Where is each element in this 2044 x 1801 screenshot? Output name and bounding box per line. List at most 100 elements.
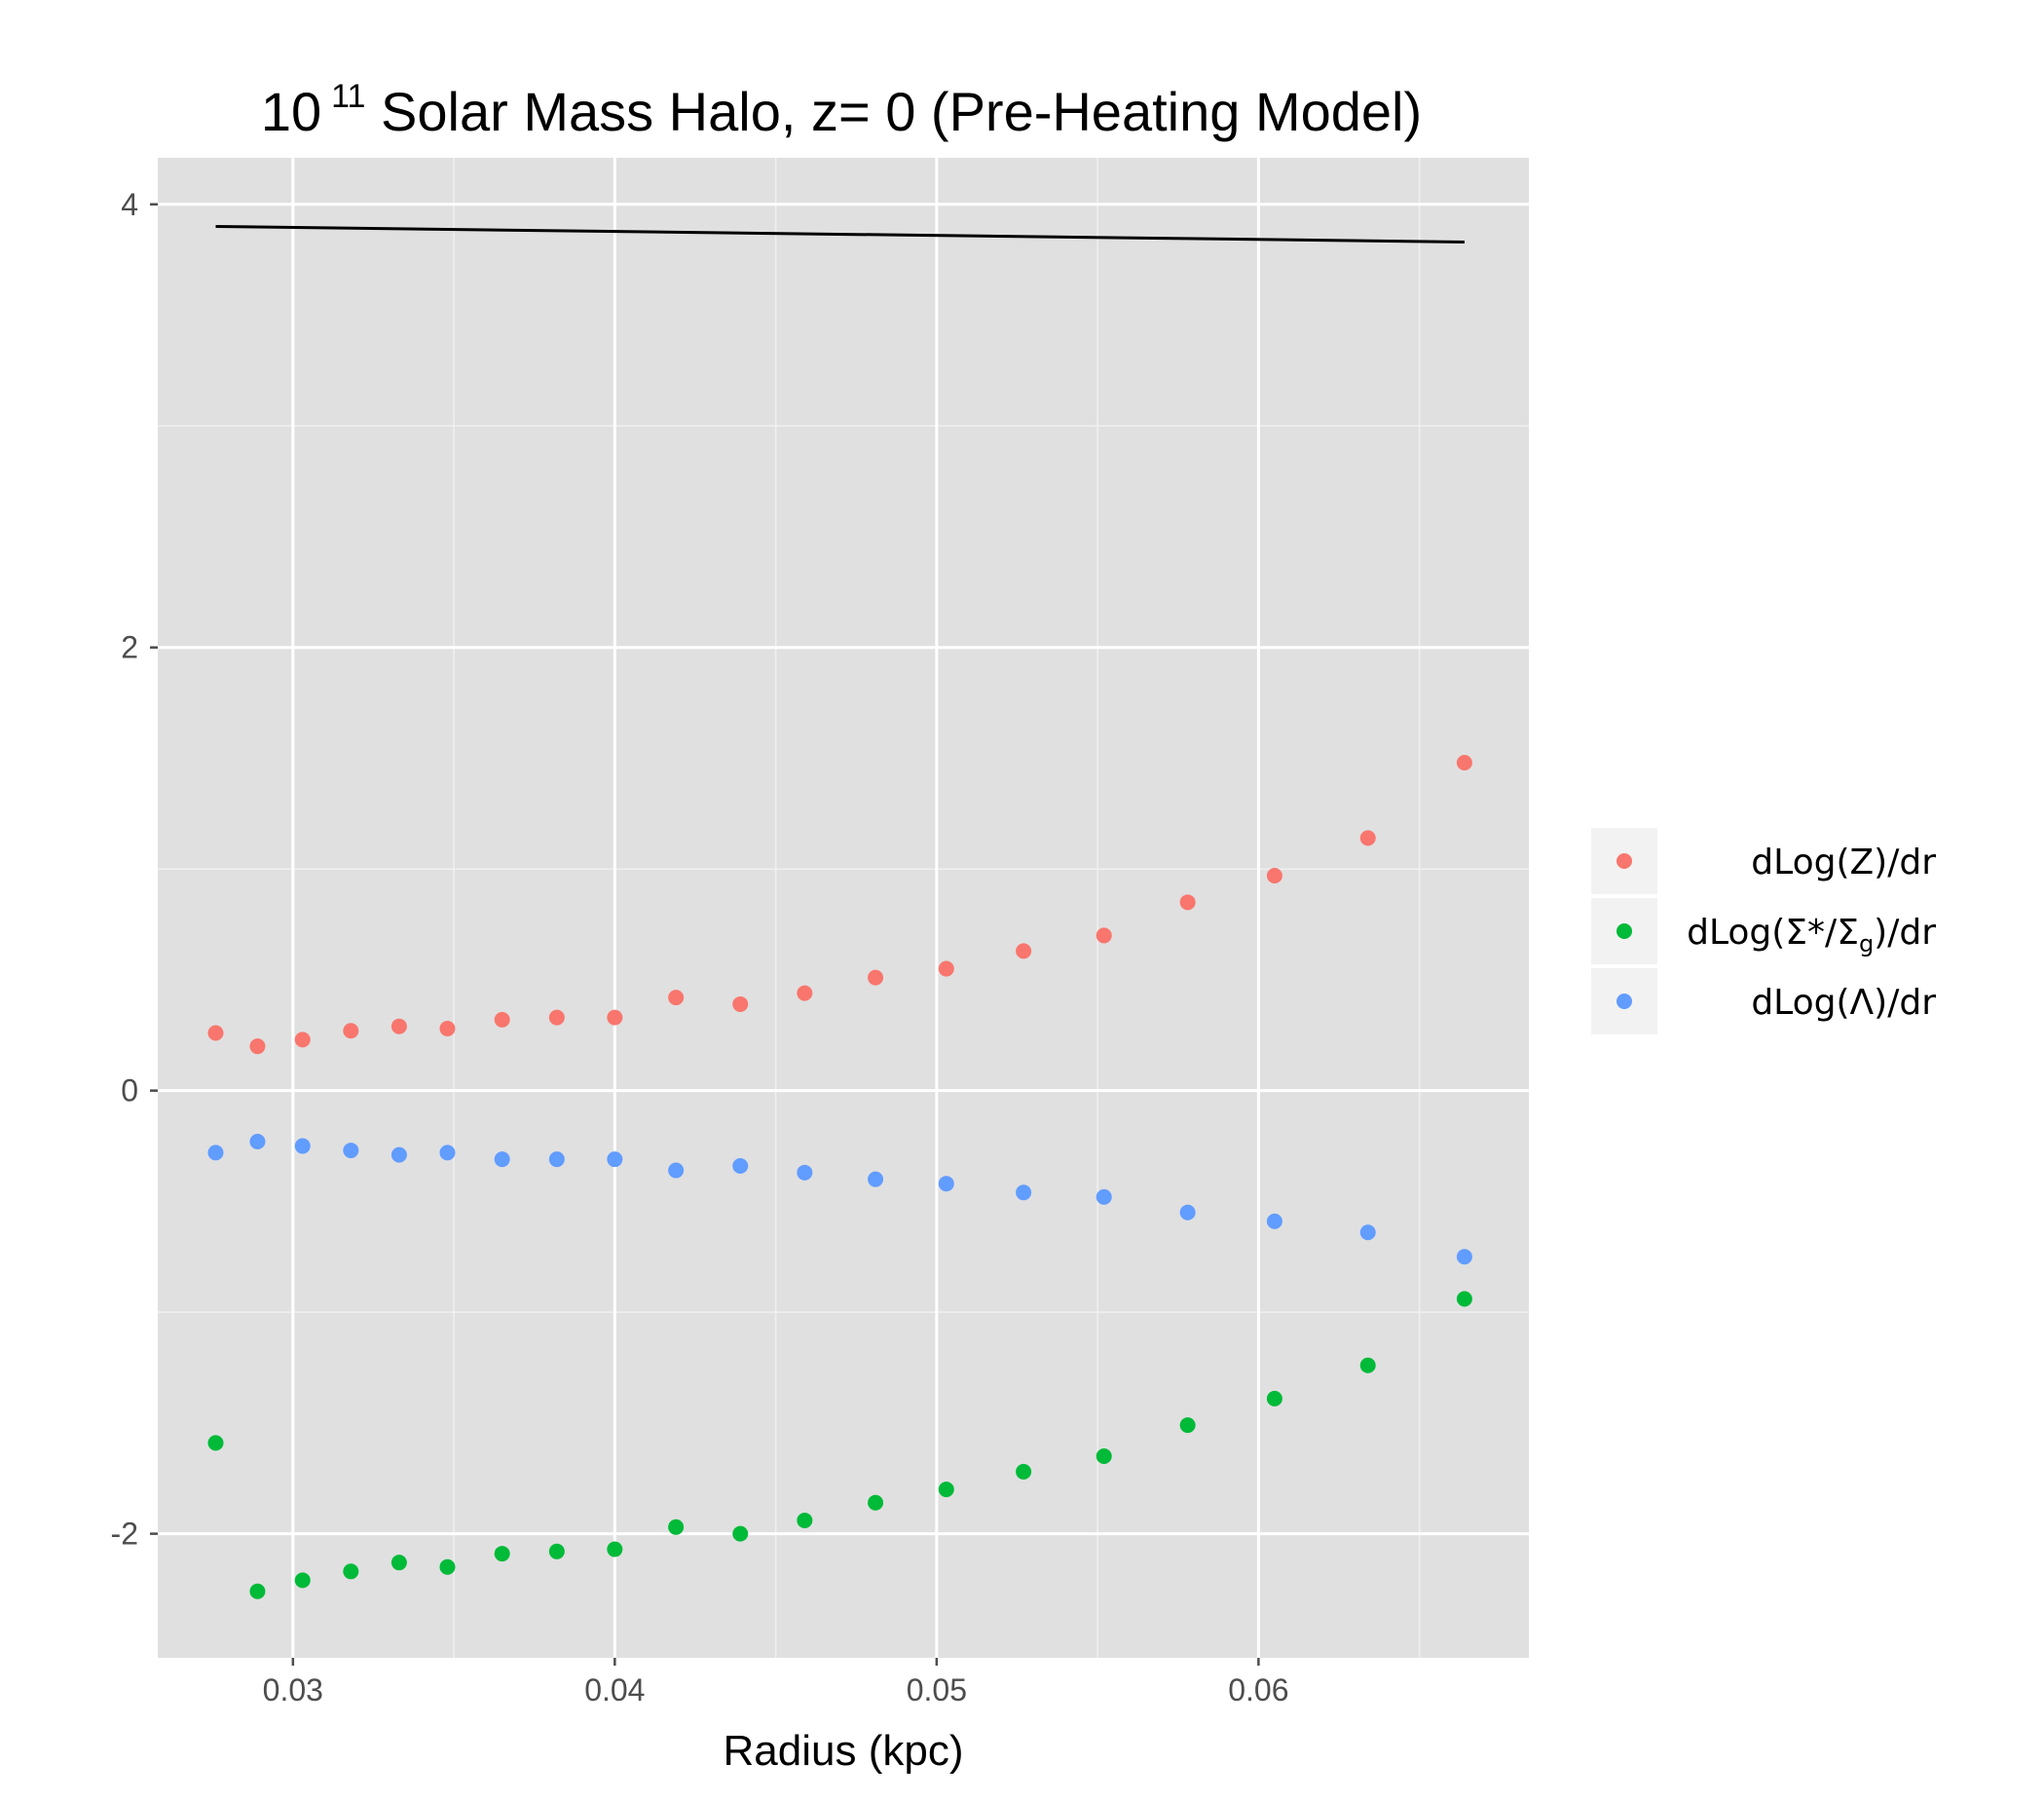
x-tick-label: 0.04 bbox=[584, 1672, 645, 1707]
legend-key-lambda bbox=[1617, 994, 1632, 1009]
point-dlog-z bbox=[249, 1038, 266, 1055]
legend-lambda-c: Λ bbox=[1850, 983, 1875, 1023]
legend-label-sigma: dLog(Σ*/Σg)/dr bbox=[1687, 913, 1936, 957]
point-dlog-z bbox=[390, 1018, 407, 1034]
point-dlog-lambda bbox=[868, 1171, 884, 1187]
grid-minor bbox=[158, 158, 1529, 1658]
point-dlog-sigma bbox=[732, 1525, 749, 1542]
legend-sigma-f: g bbox=[1859, 930, 1874, 957]
point-dlog-lambda bbox=[668, 1162, 685, 1179]
point-dlog-lambda bbox=[607, 1151, 623, 1168]
legend-sigma-a: dLog bbox=[1687, 913, 1771, 953]
point-dlog-lambda bbox=[797, 1164, 813, 1181]
legend-sigma-c: Σ* bbox=[1785, 913, 1825, 953]
y-tick-label: -2 bbox=[111, 1517, 138, 1552]
x-tick-label: 0.03 bbox=[263, 1672, 323, 1707]
point-dlog-lambda bbox=[732, 1158, 749, 1175]
point-dlog-lambda bbox=[548, 1151, 565, 1168]
point-dlog-z bbox=[868, 969, 884, 986]
point-dlog-z bbox=[1456, 755, 1472, 771]
legend: dLog(Z)/dr dLog(Σ*/Σg)/dr dLog(Λ)/dr bbox=[1591, 828, 1936, 1034]
legend-z-c: Z bbox=[1850, 843, 1875, 882]
point-dlog-sigma bbox=[207, 1435, 224, 1451]
point-dlog-sigma bbox=[938, 1482, 954, 1498]
point-dlog-z bbox=[1359, 830, 1376, 846]
point-dlog-z bbox=[1179, 894, 1196, 911]
point-dlog-z bbox=[548, 1009, 565, 1026]
legend-lambda-b: ( bbox=[1836, 983, 1849, 1023]
point-dlog-z bbox=[938, 960, 954, 977]
legend-z-e: /dr bbox=[1887, 843, 1936, 882]
point-dlog-lambda bbox=[1096, 1188, 1112, 1205]
point-dlog-sigma bbox=[1456, 1291, 1472, 1307]
legend-lambda-d: ) bbox=[1874, 983, 1887, 1023]
legend-sigma-d: / bbox=[1825, 913, 1838, 953]
point-dlog-lambda bbox=[294, 1138, 311, 1154]
point-dlog-lambda bbox=[1266, 1213, 1282, 1229]
point-dlog-z bbox=[607, 1009, 623, 1026]
legend-lambda-e: /dr bbox=[1887, 983, 1936, 1023]
point-dlog-lambda bbox=[494, 1151, 510, 1168]
y-axis: -2 0 2 4 bbox=[111, 187, 158, 1552]
point-dlog-z bbox=[343, 1023, 359, 1039]
point-dlog-z bbox=[1016, 943, 1032, 959]
legend-z-b: ( bbox=[1836, 843, 1849, 882]
x-tick-label: 0.05 bbox=[907, 1672, 967, 1707]
point-dlog-sigma bbox=[1359, 1357, 1376, 1373]
y-tick-label: 0 bbox=[121, 1073, 138, 1108]
point-dlog-z bbox=[1096, 927, 1112, 944]
point-dlog-lambda bbox=[439, 1144, 456, 1161]
legend-sigma-g: ) bbox=[1874, 913, 1887, 953]
point-dlog-sigma bbox=[439, 1558, 456, 1575]
x-axis-title: Radius (kpc) bbox=[724, 1727, 964, 1775]
point-dlog-sigma bbox=[343, 1563, 359, 1580]
point-dlog-sigma bbox=[249, 1583, 266, 1599]
point-dlog-lambda bbox=[249, 1133, 266, 1149]
points-group bbox=[207, 755, 1472, 1599]
point-dlog-sigma bbox=[607, 1541, 623, 1557]
point-dlog-z bbox=[494, 1011, 510, 1028]
grid-major bbox=[158, 158, 1529, 1658]
title-prefix: 10 bbox=[261, 81, 321, 142]
x-tick-label: 0.06 bbox=[1228, 1672, 1288, 1707]
point-dlog-z bbox=[668, 990, 685, 1006]
point-dlog-lambda bbox=[343, 1143, 359, 1159]
point-dlog-sigma bbox=[294, 1572, 311, 1589]
point-dlog-sigma bbox=[1266, 1390, 1282, 1407]
legend-sigma-e: Σ bbox=[1837, 913, 1859, 953]
legend-label-lambda: dLog(Λ)/dr bbox=[1751, 983, 1936, 1023]
plot-panel bbox=[158, 158, 1529, 1658]
point-dlog-sigma bbox=[868, 1494, 884, 1511]
point-dlog-lambda bbox=[1359, 1224, 1376, 1241]
title-superscript: 11 bbox=[331, 78, 365, 115]
reference-line bbox=[215, 225, 1465, 244]
legend-z-d: ) bbox=[1874, 843, 1887, 882]
point-dlog-sigma bbox=[390, 1555, 407, 1571]
point-dlog-lambda bbox=[1016, 1184, 1032, 1201]
legend-key-z bbox=[1617, 853, 1632, 869]
point-dlog-lambda bbox=[1456, 1249, 1472, 1265]
point-dlog-sigma bbox=[797, 1512, 813, 1528]
point-dlog-z bbox=[207, 1025, 224, 1041]
point-dlog-sigma bbox=[494, 1546, 510, 1562]
reference-line-group bbox=[215, 225, 1465, 244]
point-dlog-z bbox=[732, 995, 749, 1012]
chart-title: 10 11 Solar Mass Halo, z= 0 (Pre-Heating … bbox=[261, 78, 1422, 142]
y-tick-label: 2 bbox=[121, 630, 138, 665]
point-dlog-sigma bbox=[1179, 1417, 1196, 1434]
point-dlog-sigma bbox=[668, 1519, 685, 1535]
legend-sigma-b: ( bbox=[1771, 913, 1785, 953]
legend-sigma-h: /dr bbox=[1887, 913, 1936, 953]
point-dlog-lambda bbox=[390, 1146, 407, 1163]
x-axis: 0.03 0.04 0.05 0.06 bbox=[263, 1658, 1289, 1707]
point-dlog-z bbox=[1266, 868, 1282, 884]
point-dlog-z bbox=[294, 1032, 311, 1048]
y-tick-label: 4 bbox=[121, 187, 138, 222]
point-dlog-lambda bbox=[207, 1144, 224, 1161]
point-dlog-sigma bbox=[1016, 1463, 1032, 1480]
legend-lambda-a: dLog bbox=[1751, 983, 1836, 1023]
legend-key-sigma bbox=[1617, 923, 1632, 939]
point-dlog-sigma bbox=[1096, 1447, 1112, 1464]
point-dlog-z bbox=[797, 985, 813, 1001]
